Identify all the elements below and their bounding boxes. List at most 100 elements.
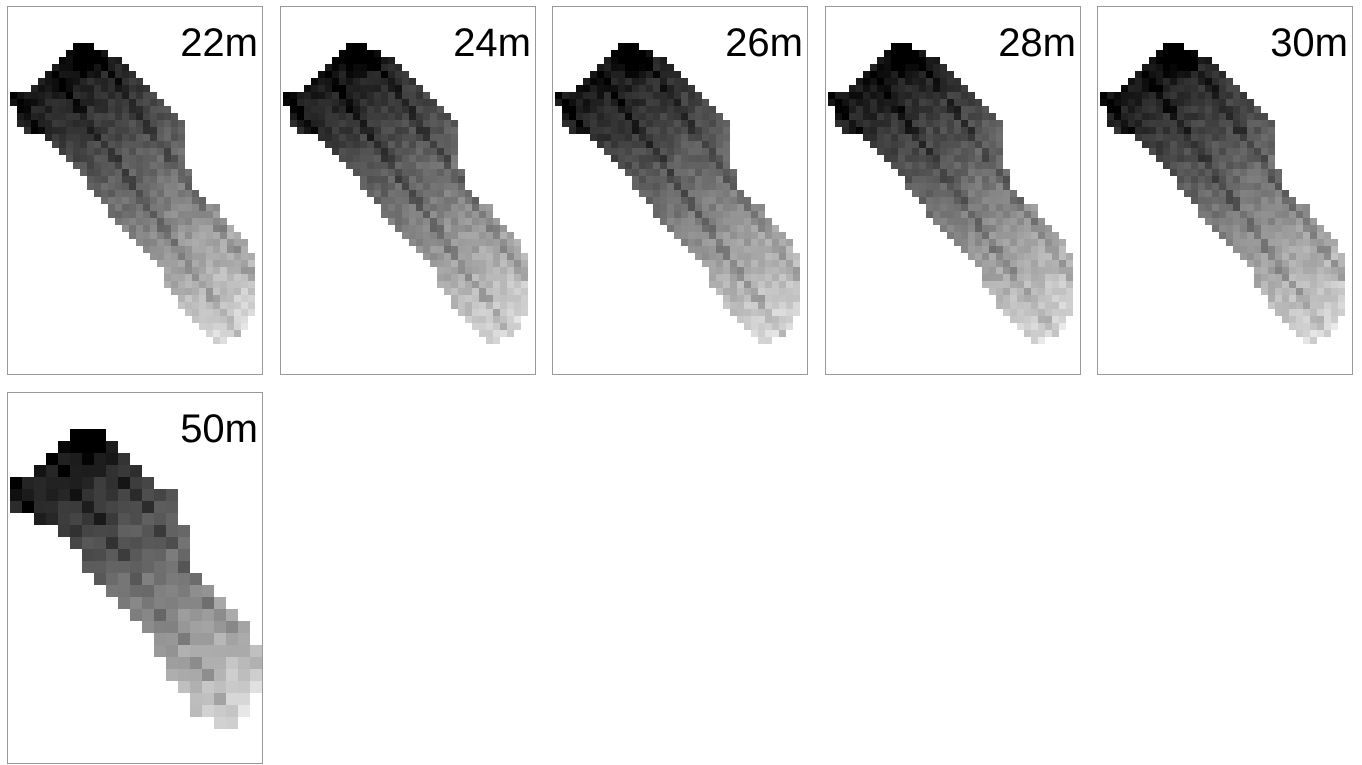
raster-cell bbox=[695, 239, 702, 246]
raster-cell bbox=[346, 141, 353, 148]
raster-cell bbox=[1045, 288, 1052, 295]
raster-cell bbox=[765, 323, 772, 330]
raster-cell bbox=[1317, 232, 1324, 239]
raster-cell bbox=[1268, 225, 1275, 232]
raster-cell bbox=[926, 113, 933, 120]
raster-cell bbox=[1303, 302, 1310, 309]
raster-cell bbox=[954, 113, 961, 120]
raster-cell bbox=[493, 239, 500, 246]
raster-cell bbox=[891, 113, 898, 120]
raster-cell bbox=[129, 211, 136, 218]
raster-cell bbox=[933, 106, 940, 113]
raster-cell bbox=[444, 253, 451, 260]
raster-cell bbox=[1066, 309, 1073, 316]
raster-cell bbox=[1233, 176, 1240, 183]
raster-cell bbox=[437, 239, 444, 246]
raster-cell bbox=[1010, 309, 1017, 316]
raster-cell bbox=[17, 99, 24, 106]
raster-cell bbox=[360, 134, 367, 141]
raster-cell bbox=[388, 141, 395, 148]
raster-cell bbox=[423, 239, 430, 246]
raster-cell bbox=[108, 134, 115, 141]
raster-cell bbox=[374, 106, 381, 113]
raster-cell bbox=[199, 267, 206, 274]
raster-cell bbox=[646, 92, 653, 99]
raster-cell bbox=[1338, 302, 1345, 309]
raster-cell bbox=[388, 218, 395, 225]
raster-cell bbox=[437, 127, 444, 134]
raster-cell bbox=[1289, 211, 1296, 218]
raster-cell bbox=[192, 267, 199, 274]
raster-cell bbox=[660, 183, 667, 190]
raster-cell bbox=[472, 260, 479, 267]
raster-cell bbox=[346, 78, 353, 85]
raster-cell bbox=[1303, 253, 1310, 260]
raster-cell bbox=[1268, 239, 1275, 246]
raster-cell bbox=[59, 71, 66, 78]
raster-cell bbox=[765, 218, 772, 225]
raster-cell bbox=[926, 127, 933, 134]
raster-cell bbox=[458, 225, 465, 232]
raster-cell bbox=[919, 169, 926, 176]
raster-cell bbox=[933, 85, 940, 92]
raster-cell bbox=[94, 525, 106, 537]
raster-cell bbox=[1156, 148, 1163, 155]
raster-cell bbox=[674, 155, 681, 162]
raster-cell bbox=[1289, 218, 1296, 225]
raster-cell bbox=[416, 120, 423, 127]
raster-cell bbox=[213, 330, 220, 337]
raster-cell bbox=[1317, 302, 1324, 309]
raster-cell bbox=[500, 302, 507, 309]
raster-cell bbox=[486, 316, 493, 323]
raster-cell bbox=[318, 99, 325, 106]
raster-cell bbox=[94, 127, 101, 134]
raster-cell bbox=[130, 525, 142, 537]
raster-cell bbox=[381, 176, 388, 183]
raster-cell bbox=[968, 176, 975, 183]
raster-cell bbox=[947, 169, 954, 176]
raster-cell bbox=[353, 64, 360, 71]
raster-cell bbox=[1247, 176, 1254, 183]
raster-cell bbox=[1212, 218, 1219, 225]
raster-cell bbox=[667, 64, 674, 71]
raster-cell bbox=[166, 657, 178, 669]
raster-cell bbox=[451, 155, 458, 162]
raster-cell bbox=[1303, 239, 1310, 246]
raster-cell bbox=[667, 162, 674, 169]
raster-cell bbox=[996, 225, 1003, 232]
raster-cell bbox=[108, 197, 115, 204]
raster-cell bbox=[779, 260, 786, 267]
raster-cell bbox=[199, 197, 206, 204]
raster-cell bbox=[80, 113, 87, 120]
raster-cell bbox=[1142, 127, 1149, 134]
raster-cell bbox=[1177, 169, 1184, 176]
raster-cell bbox=[667, 148, 674, 155]
raster-cell bbox=[1024, 330, 1031, 337]
raster-cell bbox=[1191, 176, 1198, 183]
raster-cell bbox=[136, 92, 143, 99]
raster-cell bbox=[59, 134, 66, 141]
raster-cell bbox=[332, 64, 339, 71]
raster-cell bbox=[674, 204, 681, 211]
raster-cell bbox=[744, 246, 751, 253]
raster-cell bbox=[674, 92, 681, 99]
raster-cell bbox=[143, 162, 150, 169]
raster-cell bbox=[681, 176, 688, 183]
raster-cell bbox=[395, 204, 402, 211]
raster-cell bbox=[1149, 141, 1156, 148]
raster-cell bbox=[688, 155, 695, 162]
raster-cell bbox=[80, 43, 87, 50]
raster-cell bbox=[730, 302, 737, 309]
raster-cell bbox=[688, 120, 695, 127]
raster-cell bbox=[486, 211, 493, 218]
raster-cell bbox=[45, 134, 52, 141]
raster-cell bbox=[688, 99, 695, 106]
raster-cell bbox=[639, 169, 646, 176]
raster-cell bbox=[423, 113, 430, 120]
raster-cell bbox=[154, 597, 166, 609]
raster-cell bbox=[1296, 302, 1303, 309]
raster-cell bbox=[1247, 218, 1254, 225]
raster-cell bbox=[402, 218, 409, 225]
raster-cell bbox=[744, 288, 751, 295]
raster-cell bbox=[996, 232, 1003, 239]
